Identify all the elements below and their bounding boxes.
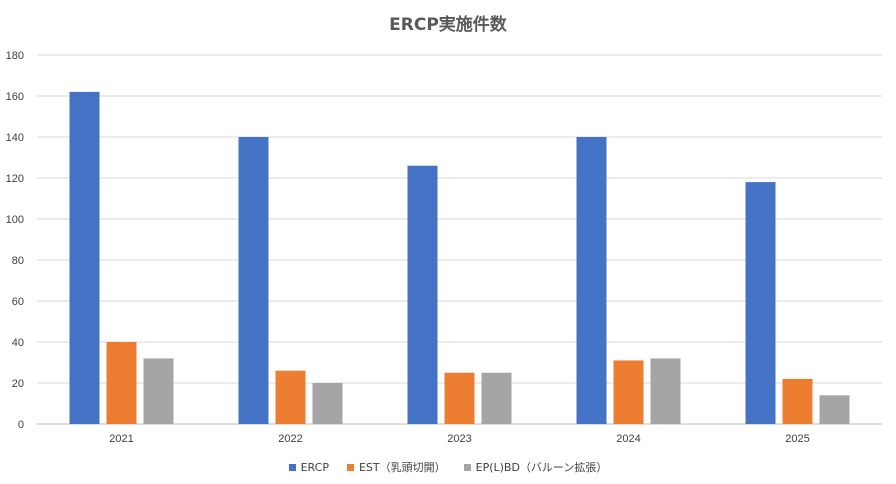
y-tick-label: 160	[6, 91, 24, 103]
legend-label: ERCP	[300, 460, 329, 474]
bar	[106, 342, 137, 424]
legend-item: EST（乳頭切開）	[346, 459, 446, 475]
x-tick-label: 2021	[109, 433, 133, 445]
x-tick-label: 2023	[447, 433, 471, 445]
y-tick-label: 20	[12, 378, 24, 390]
y-tick-label: 180	[6, 50, 24, 62]
legend-label: EP(L)BD（バルーン拡張）	[475, 461, 608, 474]
y-tick-label: 40	[12, 337, 24, 349]
bar	[745, 182, 776, 424]
legend-label: EST（乳頭切開）	[358, 461, 446, 474]
legend-swatch	[463, 463, 471, 471]
bar	[481, 372, 512, 424]
x-tick-label: 2025	[785, 433, 809, 445]
y-tick-label: 0	[18, 419, 24, 431]
legend: ERCP EST（乳頭切開） EP(L)BD（バルーン拡張）	[0, 459, 896, 475]
bar	[650, 358, 681, 424]
bar	[238, 137, 269, 424]
bar	[819, 395, 850, 424]
bar	[407, 165, 438, 424]
legend-swatch	[346, 463, 354, 471]
bar	[275, 370, 306, 424]
bar	[576, 137, 607, 424]
legend-swatch	[288, 463, 296, 471]
y-tick-label: 60	[12, 296, 24, 308]
y-tick-label: 100	[6, 214, 24, 226]
y-tick-label: 140	[6, 132, 24, 144]
legend-item: ERCP	[288, 459, 329, 475]
bar	[782, 378, 813, 424]
bar	[312, 383, 343, 424]
bar	[143, 358, 174, 424]
y-tick-label: 120	[6, 173, 24, 185]
x-tick-label: 2022	[278, 433, 302, 445]
bar	[613, 360, 644, 424]
bar	[444, 372, 475, 424]
chart-title: ERCP実施件数	[389, 15, 507, 35]
bar	[69, 91, 100, 425]
x-tick-label: 2024	[616, 433, 640, 445]
y-tick-label: 80	[12, 255, 24, 267]
legend-item: EP(L)BD（バルーン拡張）	[463, 459, 608, 475]
